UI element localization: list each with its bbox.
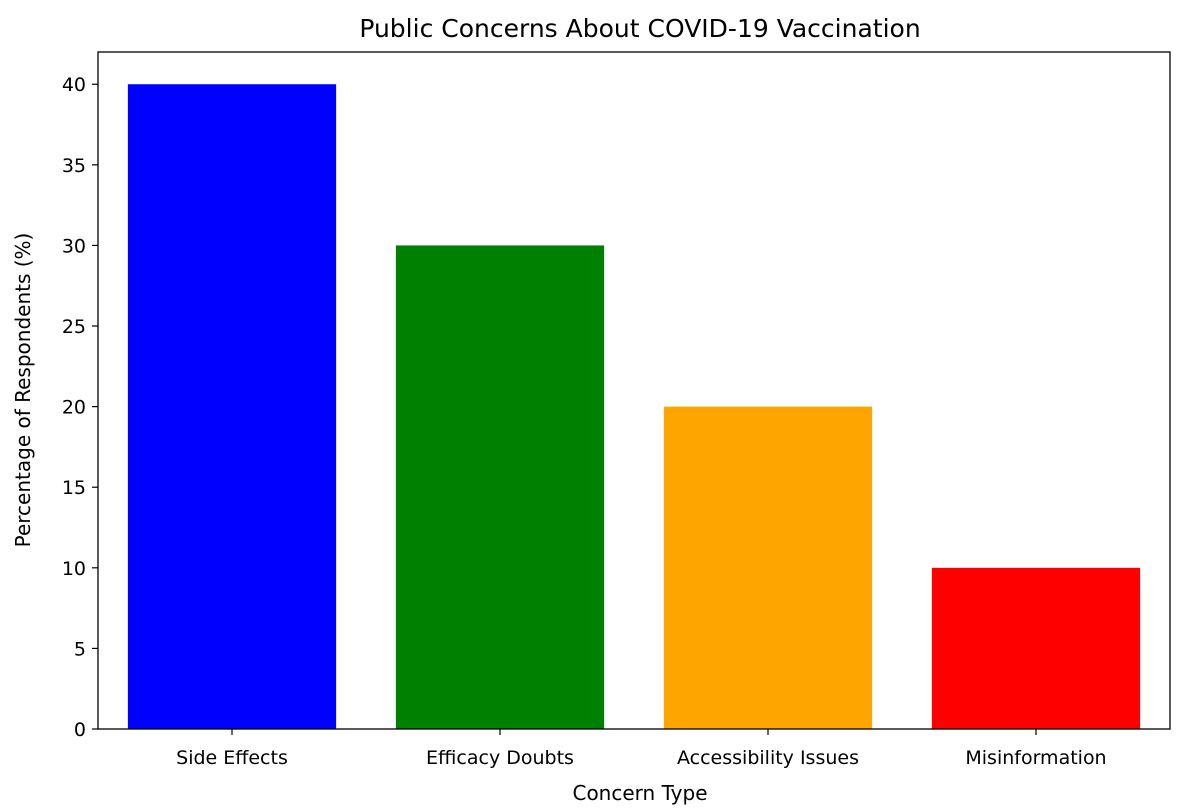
y-tick-label: 40	[62, 74, 86, 96]
y-tick-label: 10	[62, 558, 86, 580]
y-tick-label: 25	[62, 316, 86, 338]
chart-title: Public Concerns About COVID-19 Vaccinati…	[359, 14, 920, 43]
y-tick-label: 20	[62, 397, 86, 419]
y-axis: 0 5 10 15 20 25 30 35 40	[62, 74, 98, 741]
y-tick-label: 30	[62, 235, 86, 257]
bar-efficacy-doubts	[396, 245, 604, 729]
bar-accessibility-issues	[664, 407, 872, 729]
x-tick-label: Side Effects	[176, 747, 288, 769]
x-tick-label: Efficacy Doubts	[426, 747, 574, 769]
y-tick-label: 5	[74, 638, 86, 660]
x-tick-label: Accessibility Issues	[677, 747, 859, 769]
y-tick-label: 0	[74, 719, 86, 741]
y-tick-label: 35	[62, 155, 86, 177]
bars-group	[128, 84, 1140, 729]
y-axis-label: Percentage of Respondents (%)	[11, 233, 35, 548]
bar-side-effects	[128, 84, 336, 729]
x-axis-label: Concern Type	[572, 781, 707, 805]
x-tick-label: Misinformation	[965, 747, 1106, 769]
bar-misinformation	[932, 568, 1140, 729]
y-tick-label: 15	[62, 477, 86, 499]
x-axis: Side Effects Efficacy Doubts Accessibility…	[176, 729, 1106, 769]
